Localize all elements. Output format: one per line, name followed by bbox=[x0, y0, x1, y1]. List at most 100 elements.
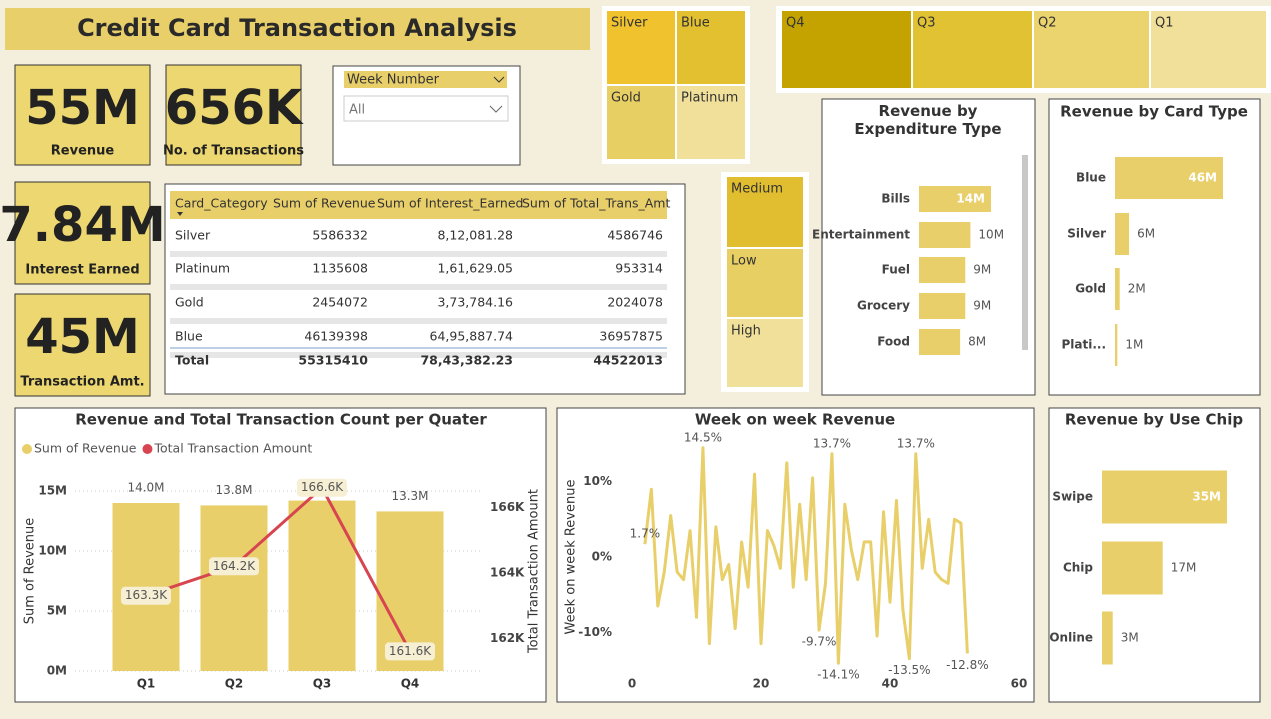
bar-value-label: 46M bbox=[1188, 171, 1217, 185]
column-header: Sum of Revenue bbox=[273, 196, 376, 211]
kpi-value: 55M bbox=[25, 80, 140, 136]
legend-marker bbox=[142, 444, 153, 454]
tile-label: Medium bbox=[731, 182, 783, 197]
tile[interactable] bbox=[782, 11, 911, 88]
sort-arrow bbox=[177, 212, 183, 216]
kpi-label: Revenue bbox=[51, 144, 115, 159]
x-tick-label: Q4 bbox=[401, 677, 420, 691]
chevron bbox=[493, 76, 505, 83]
tile[interactable] bbox=[607, 86, 675, 159]
tile[interactable] bbox=[677, 11, 745, 84]
kpi-value: 656K bbox=[165, 80, 304, 136]
y2-tick-label: 162K bbox=[490, 631, 525, 645]
kpi-label: No. of Transactions bbox=[163, 144, 304, 159]
bar bbox=[1115, 268, 1120, 310]
title-banner bbox=[5, 8, 590, 50]
bar bbox=[1102, 470, 1227, 524]
tile-label: Blue bbox=[681, 16, 710, 31]
chart-title: Revenue by Card Type bbox=[1060, 103, 1248, 121]
tile[interactable] bbox=[727, 319, 803, 387]
bar bbox=[1102, 541, 1163, 595]
dashboard-title: Credit Card Transaction Analysis bbox=[77, 14, 517, 42]
y-tick-label: 10M bbox=[38, 544, 67, 558]
category-label: Food bbox=[877, 335, 910, 349]
bar bbox=[919, 293, 966, 319]
tile[interactable] bbox=[1151, 11, 1266, 88]
bar-value-label: 13.8M bbox=[215, 483, 252, 497]
column-header: Sum of Total_Trans_Amt bbox=[522, 196, 670, 211]
table-cell: 953314 bbox=[615, 261, 663, 276]
category-label: Online bbox=[1049, 631, 1093, 645]
point-label: 13.7% bbox=[813, 436, 851, 450]
tile[interactable] bbox=[1034, 11, 1149, 88]
category-label: Gold bbox=[1075, 282, 1106, 296]
data-label-box bbox=[297, 478, 347, 497]
tile[interactable] bbox=[913, 11, 1032, 88]
kpi-label: Interest Earned bbox=[25, 263, 139, 278]
point-label: -13.5% bbox=[888, 663, 930, 677]
bar-value-label: 17M bbox=[1171, 561, 1197, 575]
bar-value-label: 10M bbox=[978, 228, 1004, 242]
category-label: Bills bbox=[881, 192, 910, 206]
table-cell: Blue bbox=[175, 329, 203, 344]
table-cell: 2024078 bbox=[607, 295, 663, 310]
y-tick-label: -10% bbox=[578, 625, 612, 639]
y-tick-label: 5M bbox=[47, 604, 67, 618]
bar bbox=[1102, 611, 1113, 665]
chevron bbox=[489, 105, 503, 113]
tile[interactable] bbox=[727, 249, 803, 317]
tile-label: Q4 bbox=[786, 16, 805, 31]
kpi-card bbox=[14, 181, 151, 285]
row-separator bbox=[170, 318, 667, 324]
data-label-box bbox=[385, 642, 435, 661]
scrollbar[interactable] bbox=[1022, 155, 1028, 350]
table-cell: Silver bbox=[175, 228, 211, 243]
bar bbox=[288, 500, 356, 671]
table-cell: 1,61,629.05 bbox=[437, 261, 513, 276]
tile[interactable] bbox=[677, 86, 745, 159]
table-total: 44522013 bbox=[593, 353, 663, 368]
row-separator bbox=[170, 251, 667, 257]
point-label: 13.7% bbox=[897, 436, 935, 450]
row-separator bbox=[170, 284, 667, 290]
slicer-label: Week Number bbox=[347, 73, 440, 88]
table-total: Total bbox=[175, 353, 209, 368]
y2-tick-label: 164K bbox=[490, 565, 525, 579]
slicer-dropdown[interactable] bbox=[343, 95, 509, 122]
tile-label: High bbox=[731, 324, 761, 339]
category-label: Silver bbox=[1067, 227, 1106, 241]
column-header: Sum of Interest_Earned bbox=[377, 196, 523, 211]
table-cell: 5586332 bbox=[312, 228, 368, 243]
tile[interactable] bbox=[727, 177, 803, 247]
y2-axis-title: Total Transaction Amount bbox=[527, 489, 542, 654]
tile[interactable] bbox=[607, 11, 675, 84]
bar bbox=[919, 329, 961, 355]
bar bbox=[1115, 324, 1118, 366]
x-tick-label: Q1 bbox=[137, 677, 156, 691]
x-tick-label: 20 bbox=[753, 677, 770, 691]
legend-label: Sum of Revenue bbox=[34, 441, 137, 456]
point-label: -12.8% bbox=[946, 658, 988, 672]
tile-label: Q1 bbox=[1155, 16, 1174, 31]
tile-label: Q3 bbox=[917, 16, 936, 31]
tile-label: Low bbox=[731, 254, 757, 269]
x-tick-label: 40 bbox=[882, 677, 899, 691]
bar bbox=[919, 257, 966, 283]
kpi-value: 7.84M bbox=[0, 197, 166, 253]
bar bbox=[1115, 213, 1130, 255]
table-cell: 46139398 bbox=[304, 329, 368, 344]
table-header bbox=[170, 191, 667, 219]
bar-value-label: 6M bbox=[1137, 227, 1155, 241]
table-cell: 64,95,887.74 bbox=[430, 329, 514, 344]
y-axis-title: Sum of Revenue bbox=[23, 518, 38, 625]
tile-label: Platinum bbox=[681, 91, 738, 106]
line-value-label: 163.3K bbox=[125, 588, 168, 602]
category-label: Plati... bbox=[1061, 338, 1106, 352]
category-label: Grocery bbox=[857, 299, 910, 313]
chart-title: Revenue and Total Transaction Count per … bbox=[75, 411, 487, 429]
point-label: 14.5% bbox=[684, 430, 722, 444]
table-cell: Platinum bbox=[175, 261, 230, 276]
table-cell: 2454072 bbox=[312, 295, 368, 310]
legend-marker bbox=[22, 444, 32, 454]
category-label: Entertainment bbox=[812, 228, 910, 242]
